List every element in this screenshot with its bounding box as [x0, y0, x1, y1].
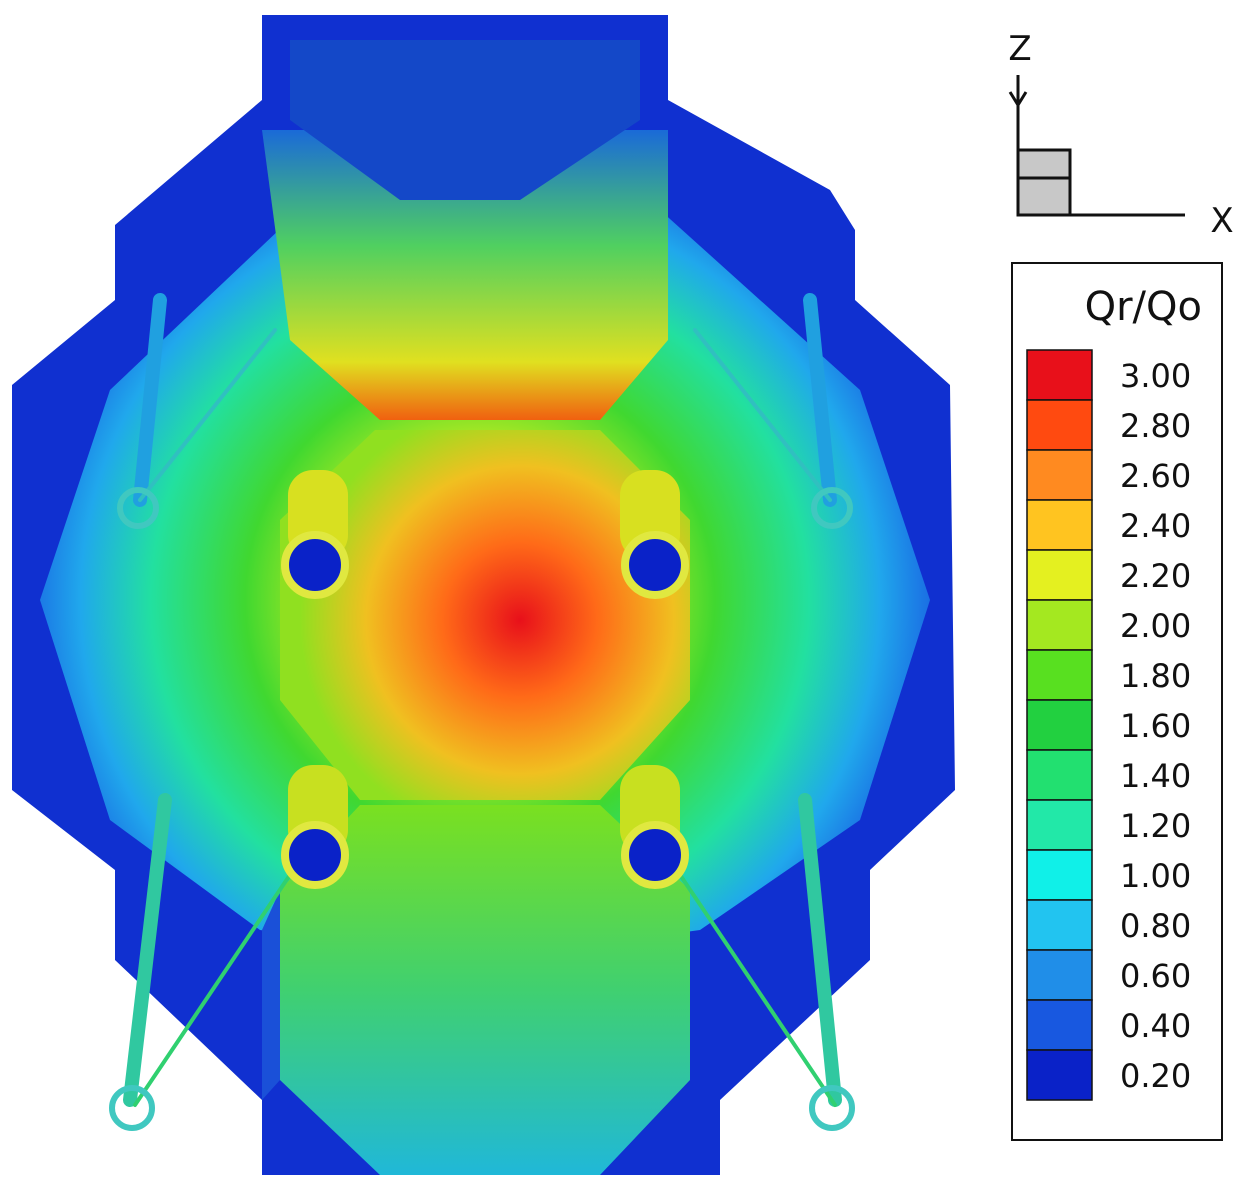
ring [811, 487, 853, 529]
legend: Qr/Qo 3.00 2.80 2.60 2.40 2.20 2.00 1.80 1.60 1.… [1011, 262, 1223, 1141]
legend-swatch [1026, 399, 1093, 451]
bottom-prism [280, 805, 690, 1175]
nozzles [281, 470, 689, 889]
rod [798, 793, 842, 1107]
legend-swatch [1026, 999, 1093, 1051]
legend-swatch [1026, 949, 1093, 1001]
x-label: X [1210, 201, 1233, 241]
legend-label: 2.00 [1120, 607, 1191, 645]
z-arrow [1008, 91, 1028, 108]
legend-label: 0.40 [1120, 1007, 1191, 1045]
legend-label: 2.40 [1120, 507, 1191, 545]
legend-label: 1.40 [1120, 757, 1191, 795]
rod-rings [109, 487, 855, 1131]
legend-swatch [1026, 649, 1093, 701]
ring [117, 487, 159, 529]
legend-label: 1.00 [1120, 857, 1191, 895]
axis-triad [1008, 75, 1185, 217]
legend-label: 1.60 [1120, 707, 1191, 745]
legend-label: 2.60 [1120, 457, 1191, 495]
nozzle-opening [621, 531, 689, 599]
bottom-shell-left [262, 890, 280, 1100]
nozzle-opening [621, 821, 689, 889]
legend-swatch [1026, 699, 1093, 751]
core [280, 430, 690, 800]
legend-swatch [1026, 349, 1093, 401]
legend-label: 0.60 [1120, 957, 1191, 995]
legend-label: 1.20 [1120, 807, 1191, 845]
legend-swatch [1026, 549, 1093, 601]
legend-swatch [1026, 449, 1093, 501]
top-prism [262, 130, 668, 420]
ring [809, 1085, 855, 1131]
legend-swatch [1026, 599, 1093, 651]
legend-swatch [1026, 749, 1093, 801]
rod [668, 858, 837, 1107]
rod [803, 293, 837, 507]
rod [123, 793, 172, 1107]
legend-swatch [1026, 799, 1093, 851]
top-prism-cap [290, 40, 640, 200]
rod [133, 293, 167, 507]
model [12, 15, 955, 1175]
legend-label: 3.00 [1120, 357, 1191, 395]
legend-swatch [1026, 899, 1093, 951]
triad-box [1016, 148, 1072, 217]
rod [693, 328, 832, 502]
ring [109, 1085, 155, 1131]
rod [133, 858, 302, 1107]
legend-title: Qr/Qo [1085, 284, 1202, 330]
legend-label: 1.80 [1120, 657, 1191, 695]
legend-label: 2.20 [1120, 557, 1191, 595]
legend-swatch [1026, 499, 1093, 551]
legend-label: 0.20 [1120, 1057, 1191, 1095]
legend-swatch [1026, 849, 1093, 901]
z-label: Z [1008, 29, 1031, 69]
legend-label: 2.80 [1120, 407, 1191, 445]
rod [138, 328, 277, 502]
nozzle-opening [281, 531, 349, 599]
legend-swatch [1026, 1049, 1093, 1101]
legend-label: 0.80 [1120, 907, 1191, 945]
nozzle-opening [281, 821, 349, 889]
rods [123, 293, 842, 1107]
